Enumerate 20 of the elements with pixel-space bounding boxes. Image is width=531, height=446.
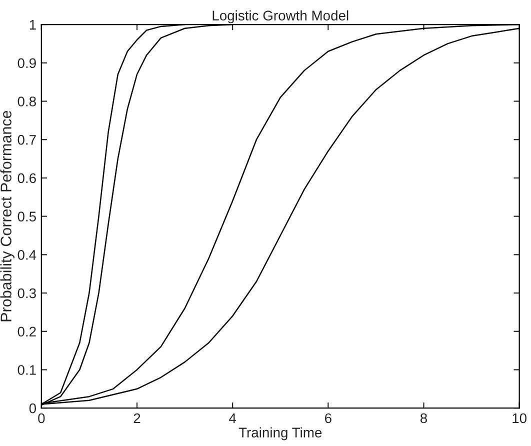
x-tick-label: 2 <box>134 413 140 424</box>
x-axis-title: Training Time <box>238 427 322 440</box>
x-tick-label: 6 <box>325 413 332 424</box>
y-tick-label: 0.3 <box>18 288 36 298</box>
y-tick-label: 0.1 <box>18 365 36 375</box>
y-tick-label: 0.4 <box>18 250 36 260</box>
y-tick-label: 0 <box>29 403 36 414</box>
y-tick-label: 0.9 <box>18 58 36 68</box>
y-tick-label: 0.7 <box>18 134 36 145</box>
y-tick-label: 0.6 <box>18 173 36 184</box>
y-tick-label: 0.2 <box>18 326 36 337</box>
y-tick-label: 0.5 <box>18 212 36 222</box>
y-tick-label: 1 <box>30 20 36 30</box>
y-tick-label: 0.8 <box>18 96 36 106</box>
chart-title: Logistic Growth Model <box>212 10 348 24</box>
x-tick-label: 10 <box>512 413 526 424</box>
x-tick-label: 0 <box>38 413 45 424</box>
x-tick-label: 8 <box>420 413 427 424</box>
x-tick-label: 4 <box>229 413 236 424</box>
y-axis-title: Probability Correct Peformance <box>0 110 14 322</box>
